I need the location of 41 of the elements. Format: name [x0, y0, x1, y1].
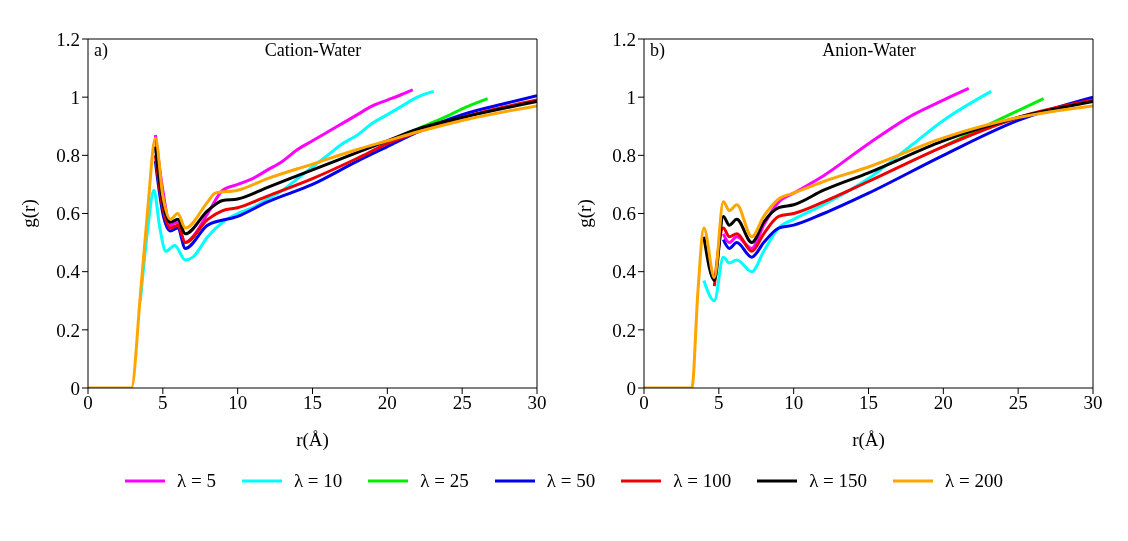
y-tick-label: 0 [70, 377, 80, 399]
y-tick-label: 1 [626, 86, 636, 108]
legend-label: λ = 200 [945, 470, 1004, 492]
x-tick-label: 15 [859, 392, 878, 414]
y-axis-title: g(r) [573, 199, 596, 228]
y-tick-label: 0.6 [56, 203, 80, 225]
x-tick-label: 10 [784, 392, 804, 414]
x-tick-label: 25 [452, 392, 472, 414]
x-tick-label: 15 [303, 392, 322, 414]
y-axis-title: g(r) [17, 199, 40, 228]
y-tick-label: 0.8 [612, 145, 636, 167]
y-tick-label: 0.6 [612, 203, 636, 225]
chart-title: Anion-Water [822, 40, 916, 60]
x-tick-label: 25 [1008, 392, 1028, 414]
y-tick-label: 1.2 [56, 28, 80, 50]
y-tick-label: 0.4 [612, 261, 637, 283]
y-tick-label: 0.2 [56, 319, 80, 341]
legend-label: λ = 100 [673, 470, 732, 492]
x-tick-label: 20 [377, 392, 397, 414]
annotation: b) [650, 40, 665, 61]
x-axis-title: r(Å) [296, 429, 329, 451]
legend-label: λ = 5 [176, 470, 216, 492]
x-tick-label: 10 [228, 392, 248, 414]
legend-label: λ = 50 [546, 470, 596, 492]
x-tick-label: 5 [158, 392, 168, 414]
x-tick-label: 5 [714, 392, 724, 414]
y-tick-label: 0.2 [612, 319, 636, 341]
y-tick-label: 0 [626, 377, 636, 399]
legend-label: λ = 25 [420, 470, 469, 492]
y-tick-label: 0.8 [56, 145, 80, 167]
y-tick-label: 1.2 [612, 28, 636, 50]
annotation: a) [94, 40, 108, 61]
x-tick-label: 30 [1083, 392, 1103, 414]
legend-label: λ = 10 [293, 470, 343, 492]
x-tick-label: 20 [933, 392, 953, 414]
x-axis-title: r(Å) [852, 429, 885, 451]
x-tick-label: 30 [527, 392, 547, 414]
chart-title: Cation-Water [264, 40, 362, 60]
y-tick-label: 1 [70, 86, 80, 108]
legend-label: λ = 150 [809, 470, 868, 492]
y-tick-label: 0.4 [56, 261, 81, 283]
